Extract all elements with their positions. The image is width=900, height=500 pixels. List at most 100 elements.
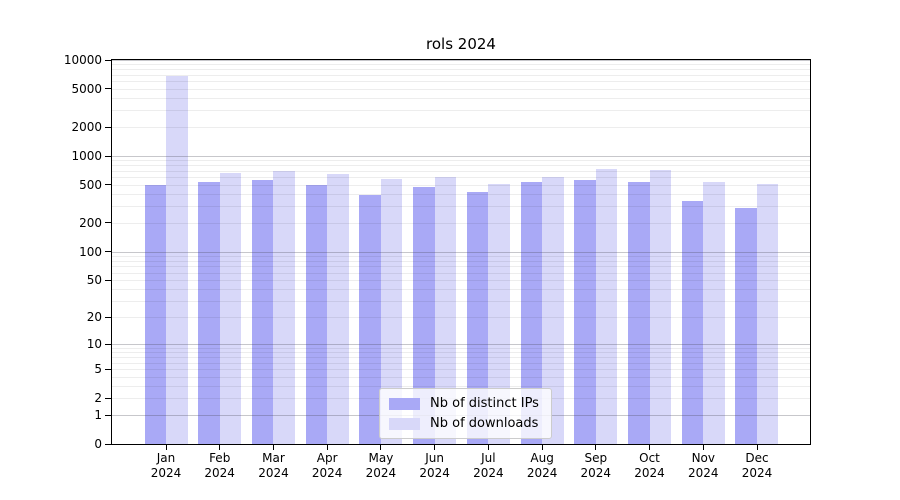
legend-label-downloads: Nb of downloads bbox=[430, 416, 539, 431]
y-tick-mark bbox=[105, 155, 111, 157]
legend-swatch-downloads bbox=[389, 417, 420, 430]
x-tick-label: Nov 2024 bbox=[688, 451, 719, 480]
x-tick-mark bbox=[541, 444, 543, 450]
chart-title: rols 2024 bbox=[426, 35, 496, 53]
x-tick-mark bbox=[649, 444, 650, 450]
gridline-minor bbox=[112, 348, 810, 349]
x-tick-mark bbox=[595, 444, 597, 450]
gridline-minor bbox=[112, 206, 810, 208]
gridline-minor bbox=[112, 184, 810, 186]
y-tick-mark bbox=[105, 251, 111, 253]
bar-mar-distinct-ips bbox=[251, 180, 274, 444]
gridline-minor bbox=[112, 177, 810, 179]
gridline-minor bbox=[112, 317, 810, 319]
y-tick-label: 5 bbox=[94, 362, 102, 377]
gridline-major bbox=[112, 251, 810, 253]
x-tick-mark bbox=[702, 444, 704, 450]
gridline-minor bbox=[112, 266, 810, 268]
x-tick-mark bbox=[380, 444, 382, 450]
x-tick-mark bbox=[219, 444, 221, 450]
gridline-minor bbox=[112, 352, 810, 354]
gridline-minor bbox=[112, 362, 810, 364]
y-tick-label: 2000 bbox=[71, 120, 102, 135]
gridline-minor bbox=[112, 280, 810, 282]
x-tick-mark bbox=[434, 444, 436, 450]
gridline-minor bbox=[112, 260, 810, 262]
gridline-minor bbox=[112, 98, 810, 100]
gridline-minor bbox=[112, 69, 810, 71]
bar-nov-downloads bbox=[703, 182, 725, 444]
gridline-minor bbox=[112, 255, 810, 257]
x-tick-label: Oct 2024 bbox=[634, 451, 665, 480]
y-tick-mark bbox=[105, 279, 111, 281]
bar-apr-downloads bbox=[327, 173, 349, 444]
y-tick-mark bbox=[105, 222, 111, 224]
legend: Nb of distinct IPs Nb of downloads bbox=[379, 388, 552, 439]
gridline-minor bbox=[112, 194, 810, 196]
gridline-major bbox=[112, 60, 810, 61]
y-tick-mark bbox=[105, 397, 111, 399]
x-tick-label: Jun 2024 bbox=[419, 451, 450, 480]
x-tick-mark bbox=[326, 444, 328, 450]
bar-feb-downloads bbox=[219, 172, 242, 444]
x-tick-mark bbox=[756, 444, 758, 450]
y-tick-mark bbox=[105, 443, 111, 445]
x-tick-mark bbox=[165, 444, 167, 450]
y-tick-mark bbox=[105, 343, 111, 345]
legend-item-distinct-ips: Nb of distinct IPs bbox=[389, 396, 539, 411]
legend-label-distinct-ips: Nb of distinct IPs bbox=[430, 396, 539, 411]
bar-mar-downloads bbox=[273, 170, 295, 444]
gridline-minor bbox=[112, 300, 810, 302]
y-tick-label: 10000 bbox=[63, 53, 102, 67]
gridline-minor bbox=[112, 127, 810, 129]
bar-sep-distinct-ips bbox=[574, 180, 596, 444]
gridline-minor bbox=[112, 369, 810, 371]
y-tick-label: 5000 bbox=[71, 81, 102, 96]
y-tick-label: 1 bbox=[94, 408, 102, 423]
gridline-minor bbox=[112, 357, 810, 359]
x-tick-label: Jul 2024 bbox=[473, 451, 504, 480]
bar-apr-distinct-ips bbox=[305, 184, 328, 444]
gridline-minor bbox=[112, 272, 810, 274]
bar-feb-distinct-ips bbox=[198, 182, 220, 444]
y-tick-label: 50 bbox=[86, 273, 102, 288]
y-tick-mark bbox=[105, 368, 111, 370]
gridline-minor bbox=[112, 165, 810, 167]
y-tick-label: 100 bbox=[79, 244, 102, 259]
y-tick-mark bbox=[105, 184, 111, 186]
y-tick-mark bbox=[105, 414, 111, 416]
bar-oct-distinct-ips bbox=[628, 182, 650, 444]
y-tick-mark bbox=[105, 126, 111, 128]
bar-jan-distinct-ips bbox=[144, 184, 166, 444]
y-tick-label: 20 bbox=[86, 310, 102, 325]
gridline-major bbox=[112, 156, 810, 157]
gridline-minor bbox=[112, 64, 810, 66]
y-tick-mark bbox=[105, 316, 111, 318]
gridline-minor bbox=[112, 376, 810, 378]
y-tick-label: 2 bbox=[94, 391, 102, 406]
x-tick-label: Aug 2024 bbox=[526, 451, 558, 480]
gridline-minor bbox=[112, 88, 810, 90]
x-tick-label: May 2024 bbox=[365, 451, 397, 480]
x-tick-mark bbox=[487, 444, 489, 450]
x-tick-mark bbox=[273, 444, 274, 450]
gridline-minor bbox=[112, 81, 810, 83]
x-tick-label: Sep 2024 bbox=[580, 451, 612, 480]
legend-item-downloads: Nb of downloads bbox=[389, 416, 539, 431]
y-tick-label: 1000 bbox=[71, 149, 102, 163]
gridline-minor bbox=[112, 222, 810, 224]
bar-may-distinct-ips bbox=[359, 195, 381, 444]
x-tick-label: Jan 2024 bbox=[150, 451, 182, 480]
bar-oct-downloads bbox=[649, 169, 672, 444]
y-tick-label: 0 bbox=[94, 437, 102, 451]
gridline-minor bbox=[112, 74, 810, 76]
legend-swatch-distinct-ips bbox=[389, 397, 420, 410]
gridline-minor bbox=[112, 110, 810, 112]
gridline-major bbox=[112, 344, 810, 345]
y-tick-label: 10 bbox=[86, 337, 102, 351]
x-tick-label: Apr 2024 bbox=[311, 451, 343, 480]
y-tick-mark bbox=[105, 59, 111, 61]
plot-area: Nb of distinct IPs Nb of downloads bbox=[111, 59, 811, 445]
y-tick-mark bbox=[105, 88, 111, 90]
